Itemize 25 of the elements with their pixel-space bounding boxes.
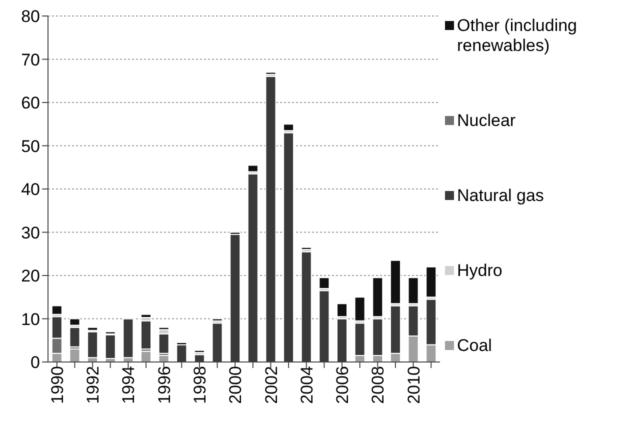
y-tick-label: 30: [21, 223, 40, 242]
y-tick-label: 10: [21, 310, 40, 329]
legend-label: Natural gas: [457, 186, 544, 206]
x-tick-label: 1992: [84, 366, 103, 404]
x-tick-label: 1994: [119, 366, 138, 404]
x-tick-label: 2006: [333, 366, 352, 404]
y-tick-label: 20: [21, 266, 40, 286]
x-tick-label: 1998: [190, 366, 210, 404]
legend-label: Other (including renewables): [457, 16, 578, 56]
legend-label: Nuclear: [457, 111, 516, 131]
x-tick-label: 2002: [262, 366, 281, 404]
x-tick-label: 1996: [154, 366, 174, 404]
x-tick-label: 2008: [368, 366, 388, 404]
y-tick-label: 80: [21, 7, 40, 26]
y-tick-label: 40: [21, 180, 40, 200]
x-tick-label: 2010: [404, 366, 424, 404]
y-tick-label: 0: [30, 353, 40, 372]
y-tick-label: 60: [21, 94, 40, 113]
x-tick-label: 2004: [297, 366, 316, 404]
y-tick-label: 70: [21, 50, 40, 70]
x-tick-label: 1990: [48, 366, 67, 404]
legend-label: Coal: [457, 336, 492, 356]
y-tick-label: 50: [21, 136, 40, 156]
legend-label: Hydro: [457, 261, 502, 281]
x-tick-label: 2000: [226, 366, 246, 404]
